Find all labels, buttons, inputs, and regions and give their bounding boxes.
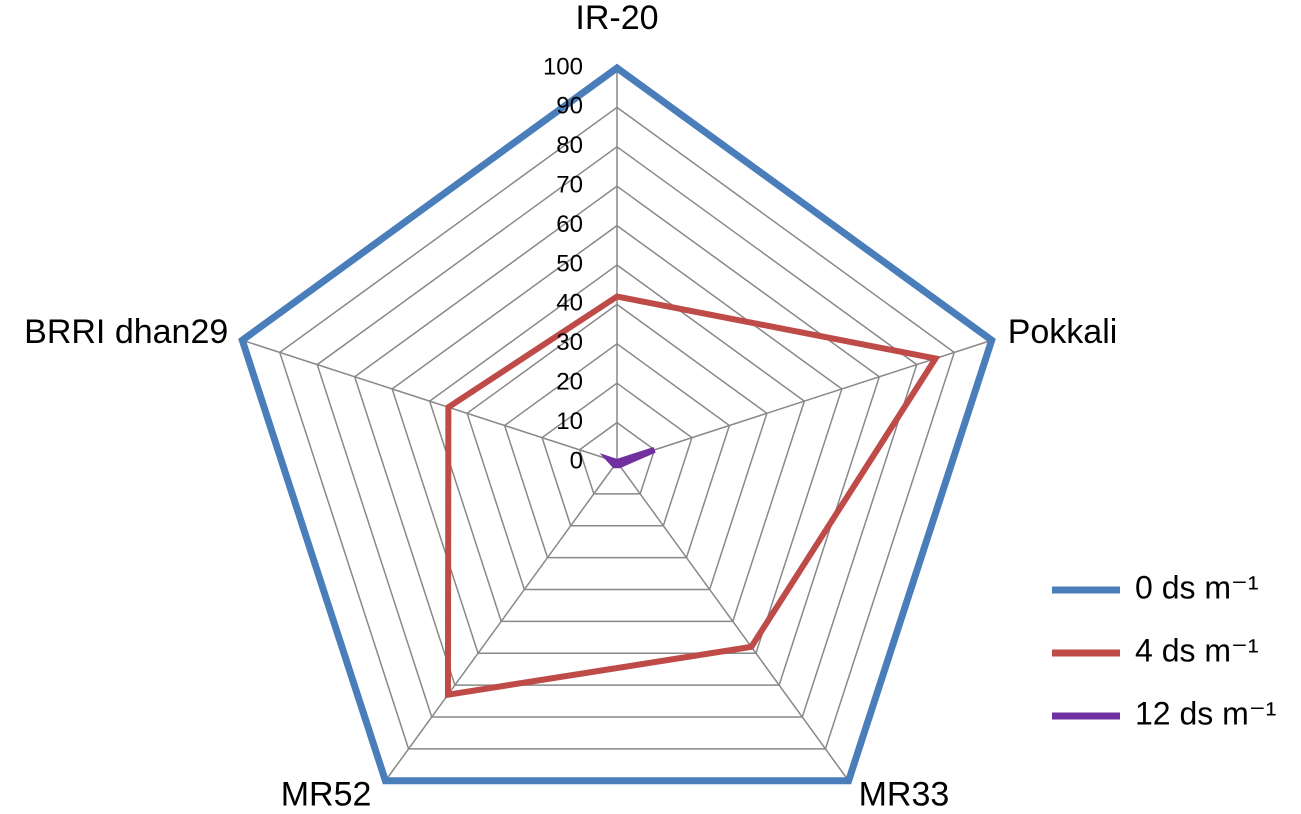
tick-label: 20 — [556, 369, 583, 396]
legend-label: 0 ds m⁻¹ — [1135, 569, 1259, 605]
tick-label: 70 — [556, 172, 583, 199]
grid-ring — [316, 145, 918, 718]
category-label: Pokkali — [1008, 313, 1118, 351]
series-line — [238, 63, 996, 785]
tick-label: 0 — [570, 447, 583, 474]
tick-label: 80 — [556, 132, 583, 159]
tick-label: 100 — [543, 53, 583, 80]
grid-ring — [503, 342, 731, 559]
grid-ring — [541, 382, 693, 527]
grid-ring — [278, 106, 956, 750]
spoke — [384, 461, 618, 782]
category-label: MR33 — [859, 776, 950, 814]
grid-ring — [578, 421, 656, 495]
series-line — [599, 446, 656, 469]
tick-label: 10 — [556, 408, 583, 435]
tick-label: 30 — [556, 329, 583, 356]
category-label: BRRI dhan29 — [24, 313, 228, 351]
tick-label: 90 — [556, 93, 583, 120]
tick-label: 40 — [556, 290, 583, 317]
legend-label: 4 ds m⁻¹ — [1135, 632, 1259, 668]
grid-ring — [391, 224, 843, 655]
grid-ring — [428, 264, 806, 623]
category-label: IR-20 — [575, 0, 658, 37]
spoke — [616, 339, 992, 463]
grid-ring — [353, 185, 881, 686]
category-label: MR52 — [281, 776, 372, 814]
legend-label: 12 ds m⁻¹ — [1135, 695, 1276, 731]
spoke — [616, 461, 850, 782]
spoke — [242, 339, 618, 463]
grid-ring — [466, 303, 768, 591]
tick-label: 50 — [556, 250, 583, 277]
series-line — [444, 293, 941, 699]
tick-label: 60 — [556, 211, 583, 238]
